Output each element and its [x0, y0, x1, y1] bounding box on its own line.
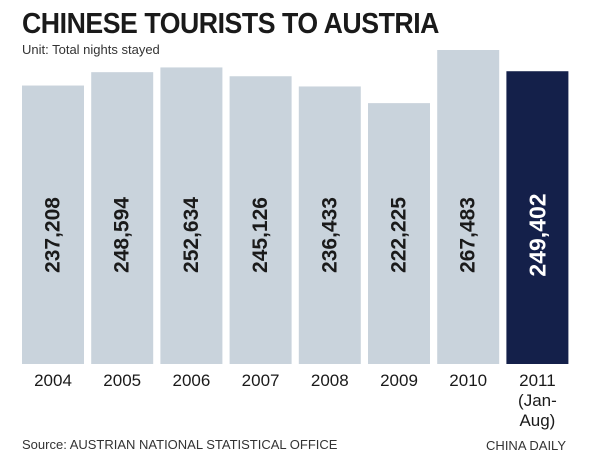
- credit: CHINA DAILY: [486, 438, 566, 453]
- value-label: 248,594: [111, 197, 134, 273]
- value-label: 245,126: [249, 197, 272, 273]
- chart-title: CHINESE TOURISTS TO AUSTRIA: [22, 8, 439, 40]
- category-label: (Jan-: [518, 391, 557, 410]
- value-label: 236,433: [318, 197, 341, 273]
- category-label: 2009: [380, 371, 418, 390]
- value-label: 237,208: [42, 197, 65, 273]
- value-label: 222,225: [388, 197, 411, 273]
- bar-2010: [437, 50, 500, 364]
- value-label: 252,634: [180, 197, 203, 273]
- bar-2011 (Jan-Aug): [506, 71, 569, 364]
- value-label: 249,402: [524, 193, 550, 276]
- bar-2004: [22, 85, 84, 365]
- chart-subtitle: Unit: Total nights stayed: [22, 42, 160, 57]
- value-label: 267,483: [457, 197, 480, 273]
- bar-2008: [298, 86, 361, 364]
- bar-2005: [91, 72, 154, 364]
- source-note: Source: AUSTRIAN NATIONAL STATISTICAL OF…: [22, 437, 338, 452]
- category-label: 2007: [242, 371, 280, 390]
- category-label: 2011: [519, 371, 556, 390]
- category-label: 2008: [311, 371, 349, 390]
- category-label: Aug): [519, 411, 555, 430]
- category-label: 2005: [103, 371, 141, 390]
- bar-2007: [229, 76, 292, 364]
- bar-2009: [368, 103, 430, 364]
- category-label: 2010: [449, 371, 487, 390]
- category-label: 2006: [172, 371, 210, 390]
- category-label: 2004: [34, 371, 72, 390]
- bar-2006: [160, 67, 223, 364]
